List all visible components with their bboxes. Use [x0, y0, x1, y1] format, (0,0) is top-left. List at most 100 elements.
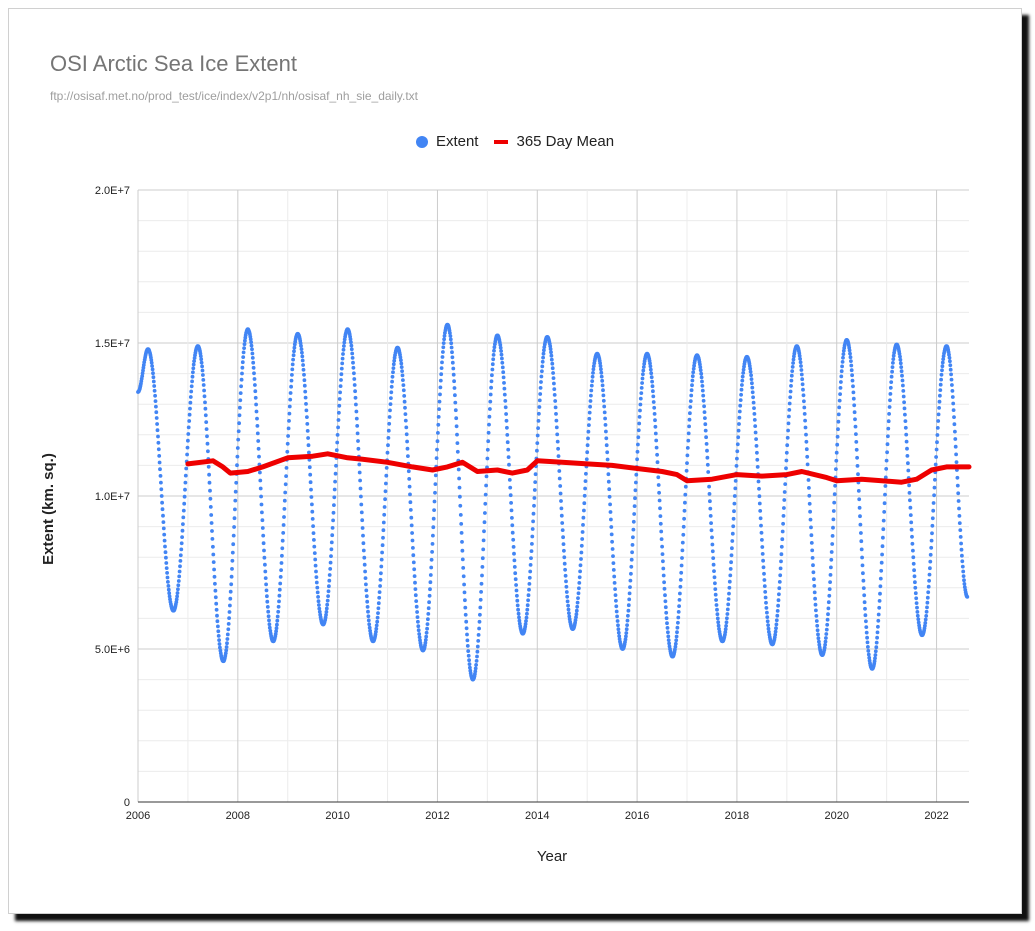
extent-point: [235, 463, 239, 468]
extent-point: [227, 616, 232, 620]
extent-point: [282, 498, 287, 503]
extent-point: [817, 639, 821, 644]
extent-point: [279, 568, 283, 572]
extent-point: [904, 432, 909, 437]
extent-point: [581, 515, 586, 520]
extent-point: [167, 591, 172, 596]
extent-point: [948, 359, 952, 364]
extent-point: [184, 466, 189, 471]
extent-point: [576, 596, 580, 600]
extent-point: [876, 624, 880, 629]
extent-point: [953, 429, 957, 434]
extent-point: [188, 406, 192, 411]
extent-point: [639, 391, 644, 395]
extent-point: [728, 567, 733, 571]
extent-point: [825, 617, 830, 622]
extent-point: [204, 427, 209, 431]
extent-point: [337, 403, 342, 408]
extent-point: [840, 360, 845, 364]
extent-point: [405, 446, 410, 451]
extent-point: [553, 399, 558, 403]
extent-point: [307, 465, 312, 470]
extent-point: [167, 594, 172, 599]
extent-point: [387, 421, 392, 426]
extent-point: [201, 383, 206, 387]
extent-point: [187, 419, 192, 423]
extent-point: [326, 589, 331, 594]
extent-point: [526, 598, 530, 603]
extent-point: [290, 373, 294, 377]
extent-point: [762, 571, 766, 576]
extent-point: [849, 359, 853, 363]
extent-point: [473, 666, 478, 671]
extent-point: [730, 546, 734, 551]
extent-point: [283, 482, 288, 487]
extent-point: [253, 395, 258, 400]
extent-point: [629, 571, 633, 576]
extent-point: [634, 472, 639, 477]
extent-point: [927, 578, 931, 583]
extent-point: [627, 591, 632, 596]
extent-point: [400, 373, 405, 378]
extent-point: [185, 452, 190, 457]
extent-point: [564, 579, 568, 584]
extent-point: [782, 490, 787, 494]
y-tick-label: 0: [124, 797, 130, 809]
extent-point: [228, 596, 233, 601]
extent-point: [735, 449, 740, 454]
extent-point: [464, 626, 469, 631]
extent-point: [687, 424, 691, 429]
extent-point: [254, 409, 259, 414]
extent-point: [626, 613, 630, 618]
extent-point: [898, 361, 903, 366]
extent-point: [217, 638, 222, 642]
extent-point: [556, 454, 561, 458]
extent-point: [700, 384, 705, 388]
extent-point: [751, 400, 756, 405]
extent-point: [760, 552, 765, 556]
extent-point: [605, 450, 610, 455]
extent-point: [438, 385, 443, 390]
extent-point: [606, 472, 611, 477]
extent-point: [933, 477, 937, 482]
extent-point: [463, 598, 467, 603]
extent-point: [778, 573, 783, 578]
extent-point: [850, 373, 854, 378]
extent-point: [776, 598, 781, 603]
extent-point: [313, 563, 318, 568]
extent-point: [488, 407, 492, 411]
extent-point: [479, 590, 483, 594]
extent-point: [163, 550, 168, 555]
extent-point: [903, 419, 908, 423]
extent-point: [850, 378, 855, 383]
extent-point: [380, 550, 384, 555]
extent-point: [361, 533, 365, 538]
extent-point: [333, 479, 337, 484]
extent-series: [136, 322, 970, 682]
extent-point: [431, 533, 435, 538]
extent-point: [715, 616, 720, 621]
extent-point: [389, 396, 393, 400]
extent-point: [559, 499, 563, 503]
extent-point: [563, 573, 568, 578]
extent-point: [954, 460, 959, 464]
extent-point: [149, 360, 154, 365]
extent-point: [500, 365, 505, 370]
extent-point: [765, 619, 770, 624]
extent-point: [301, 367, 306, 372]
extent-point: [535, 433, 540, 438]
extent-point: [777, 592, 781, 597]
extent-point: [203, 406, 208, 411]
extent-point: [253, 389, 258, 394]
extent-point: [412, 567, 417, 572]
extent-point: [404, 432, 409, 437]
extent-point: [754, 437, 758, 441]
extent-point: [703, 422, 708, 427]
extent-point: [611, 568, 616, 572]
extent-point: [623, 637, 628, 642]
extent-point: [361, 541, 366, 546]
extent-point: [178, 559, 183, 563]
extent-point: [878, 584, 883, 589]
extent-point: [376, 611, 380, 615]
extent-point: [367, 625, 372, 630]
